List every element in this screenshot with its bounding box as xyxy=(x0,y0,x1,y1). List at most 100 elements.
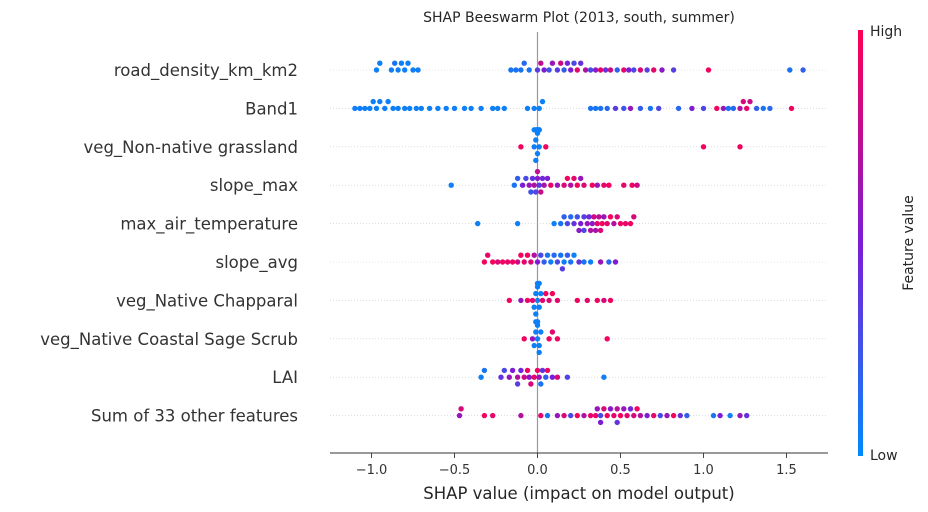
data-point xyxy=(533,137,539,143)
data-point xyxy=(543,144,549,150)
data-point xyxy=(574,297,580,304)
data-point xyxy=(528,259,534,265)
data-point xyxy=(675,105,682,112)
feature-label: road_density_km_km2 xyxy=(114,61,298,81)
data-point xyxy=(606,182,612,188)
data-point xyxy=(534,67,541,73)
data-point xyxy=(607,406,614,412)
data-point xyxy=(581,259,587,265)
data-point xyxy=(578,220,584,227)
data-point xyxy=(539,367,546,374)
data-point xyxy=(541,259,547,265)
data-point xyxy=(531,374,537,380)
data-point xyxy=(592,105,599,112)
data-point xyxy=(631,412,637,419)
x-tick-label: 0.5 xyxy=(610,463,631,478)
data-point xyxy=(533,311,539,317)
data-point xyxy=(564,220,571,227)
data-point xyxy=(418,105,424,112)
data-point xyxy=(589,220,595,227)
data-point xyxy=(544,252,551,258)
data-point xyxy=(581,182,587,188)
data-point xyxy=(592,412,599,419)
data-point xyxy=(578,60,584,66)
data-point xyxy=(518,367,524,374)
data-point xyxy=(481,259,488,265)
data-point xyxy=(551,220,557,227)
data-point xyxy=(787,67,793,73)
data-point xyxy=(597,419,604,426)
data-point xyxy=(514,374,521,380)
data-point xyxy=(747,98,753,105)
data-point xyxy=(501,105,507,112)
data-point xyxy=(554,336,561,342)
data-point xyxy=(626,67,632,73)
data-point xyxy=(601,297,607,304)
data-point xyxy=(586,214,592,220)
data-point xyxy=(604,412,610,419)
data-point xyxy=(548,259,554,265)
x-axis-label: SHAP value (impact on model output) xyxy=(423,484,734,503)
data-point xyxy=(611,220,617,227)
data-point xyxy=(760,105,766,112)
data-point xyxy=(710,412,717,419)
data-point xyxy=(407,105,413,112)
data-point xyxy=(753,105,760,112)
data-point xyxy=(604,220,610,227)
data-point xyxy=(651,412,657,419)
data-point xyxy=(498,374,504,380)
data-point xyxy=(597,259,604,265)
data-point xyxy=(561,259,567,265)
data-point xyxy=(534,319,541,325)
data-point xyxy=(597,67,604,73)
data-point xyxy=(506,297,512,304)
feature-label: slope_max xyxy=(210,176,298,196)
data-point xyxy=(634,182,640,188)
data-point xyxy=(523,175,529,182)
data-point xyxy=(705,67,712,73)
data-point xyxy=(461,105,468,112)
data-point xyxy=(514,175,521,182)
data-point xyxy=(536,144,542,150)
data-point xyxy=(597,227,604,234)
data-point xyxy=(612,105,619,112)
data-point xyxy=(561,214,567,220)
data-point xyxy=(637,105,644,112)
data-point xyxy=(601,374,607,380)
data-point xyxy=(544,175,551,182)
data-point xyxy=(490,259,496,265)
x-tick-label: 1.0 xyxy=(693,463,714,478)
data-point xyxy=(531,144,537,150)
data-point xyxy=(581,227,587,234)
data-point xyxy=(561,67,567,73)
data-point xyxy=(536,374,542,380)
data-point xyxy=(659,67,665,73)
data-point xyxy=(538,381,544,387)
data-point xyxy=(541,67,547,73)
data-point xyxy=(521,259,527,265)
data-point xyxy=(584,297,590,304)
data-point xyxy=(568,214,574,220)
data-point xyxy=(518,412,524,419)
data-point xyxy=(664,412,670,419)
data-point xyxy=(548,182,554,188)
data-point xyxy=(544,412,551,419)
data-point xyxy=(451,105,458,112)
data-point xyxy=(800,67,806,73)
feature-label: veg_Non-native grassland xyxy=(84,138,298,158)
data-point xyxy=(607,297,614,304)
data-point xyxy=(587,105,594,112)
data-point xyxy=(534,336,541,342)
data-point xyxy=(568,412,574,419)
data-point xyxy=(511,182,517,188)
data-point xyxy=(656,105,662,112)
data-point xyxy=(602,67,609,73)
data-point xyxy=(627,220,634,227)
data-point xyxy=(788,105,795,112)
data-point xyxy=(737,105,743,112)
data-point xyxy=(568,259,574,265)
data-point xyxy=(744,105,750,112)
data-point xyxy=(514,220,521,227)
data-point xyxy=(514,381,521,387)
